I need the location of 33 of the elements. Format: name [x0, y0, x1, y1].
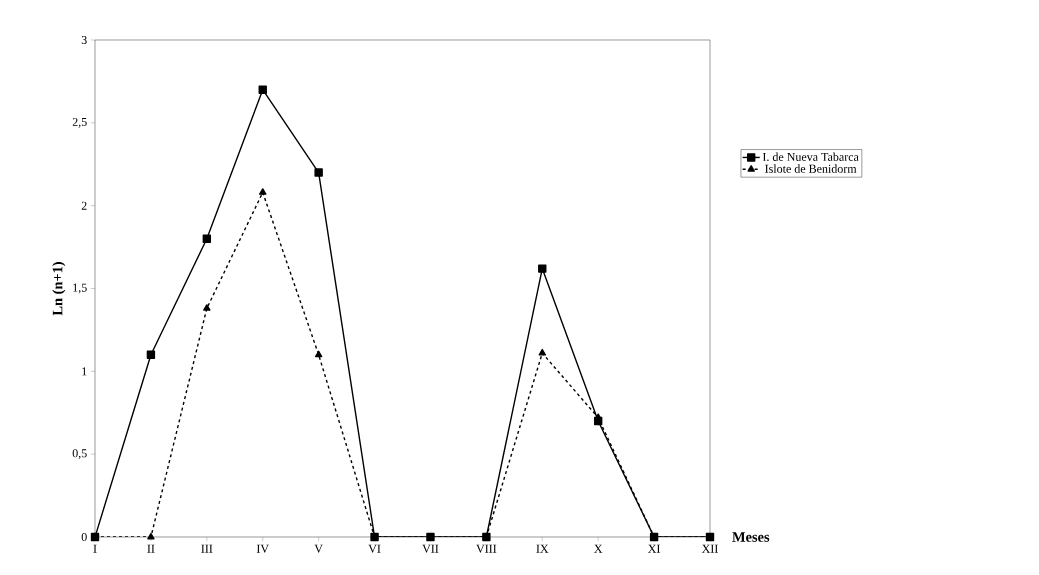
x-tick-label: VIII — [476, 544, 497, 553]
point — [538, 264, 547, 273]
y-tick-label: 1,5 — [73, 283, 87, 294]
y-axis-title: Ln (n+1) — [52, 262, 66, 316]
x-tick-label: III — [201, 544, 213, 553]
x-tick-label: XI — [648, 544, 660, 553]
x-axis-title: Meses — [732, 532, 770, 542]
point — [146, 350, 156, 359]
x-tick-label: VI — [368, 544, 381, 553]
x-tick-label: IV — [256, 544, 269, 553]
legend-label: I. de Nueva Tabarca — [762, 152, 859, 162]
y-tick-label: 2 — [81, 201, 87, 210]
point — [258, 85, 267, 94]
x-tick-label: X — [594, 544, 603, 553]
y-tick-label: 2,5 — [72, 117, 87, 128]
point — [314, 168, 323, 177]
x-tick-label: II — [147, 544, 155, 553]
x-tick-label: V — [314, 544, 323, 553]
x-tick-label: IX — [536, 544, 549, 553]
x-tick-label: XII — [701, 544, 718, 553]
x-tick-label: I — [93, 544, 97, 553]
legend-label: Islote de Benidorm — [765, 164, 857, 173]
y-tick-label: 1 — [82, 367, 87, 376]
y-tick-label: 3 — [81, 35, 87, 45]
y-tick-label: 0,5 — [72, 449, 87, 460]
point — [203, 304, 211, 311]
point — [202, 234, 212, 243]
x-tick-label: VII — [422, 544, 439, 553]
point — [538, 348, 547, 356]
y-tick-label: 0 — [81, 532, 87, 542]
point — [259, 188, 267, 195]
point — [314, 350, 323, 358]
point — [147, 532, 155, 540]
